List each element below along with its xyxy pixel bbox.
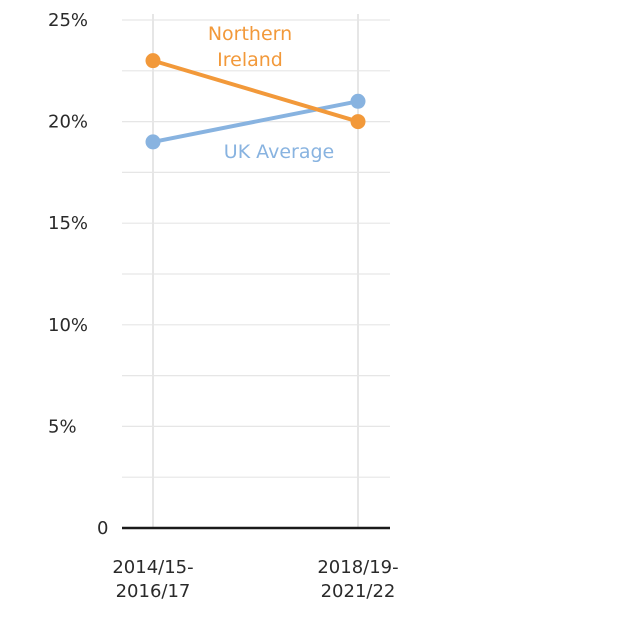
y-tick-label: 20% bbox=[48, 112, 88, 133]
data-point bbox=[350, 114, 366, 130]
chart-series bbox=[145, 53, 366, 150]
data-point bbox=[350, 93, 366, 109]
x-tick-label: 2016/17 bbox=[116, 581, 191, 602]
x-tick-label: 2014/15- bbox=[112, 557, 193, 578]
series-label: UK Average bbox=[224, 141, 334, 163]
y-tick-label: 15% bbox=[48, 213, 88, 234]
data-point bbox=[145, 53, 161, 69]
y-tick-label: 5% bbox=[48, 416, 77, 437]
data-point bbox=[145, 134, 161, 150]
x-tick-label: 2018/19- bbox=[317, 557, 398, 578]
chart-labels: Northern Ireland UK Average bbox=[208, 23, 334, 163]
series-line-northern-ireland bbox=[151, 58, 360, 124]
y-tick-label: 0 bbox=[97, 518, 108, 539]
chart-axes: 0 5% 10% 15% 20% 25% 2014/15- 2016/17 2018/19- 20… bbox=[48, 10, 399, 602]
x-tick-label: 2021/22 bbox=[321, 581, 396, 602]
y-tick-label: 10% bbox=[48, 315, 88, 336]
y-tick-label: 25% bbox=[48, 10, 88, 31]
series-label: Northern bbox=[208, 23, 292, 45]
series-label: Ireland bbox=[217, 49, 283, 71]
series-line-uk-average bbox=[151, 99, 360, 144]
